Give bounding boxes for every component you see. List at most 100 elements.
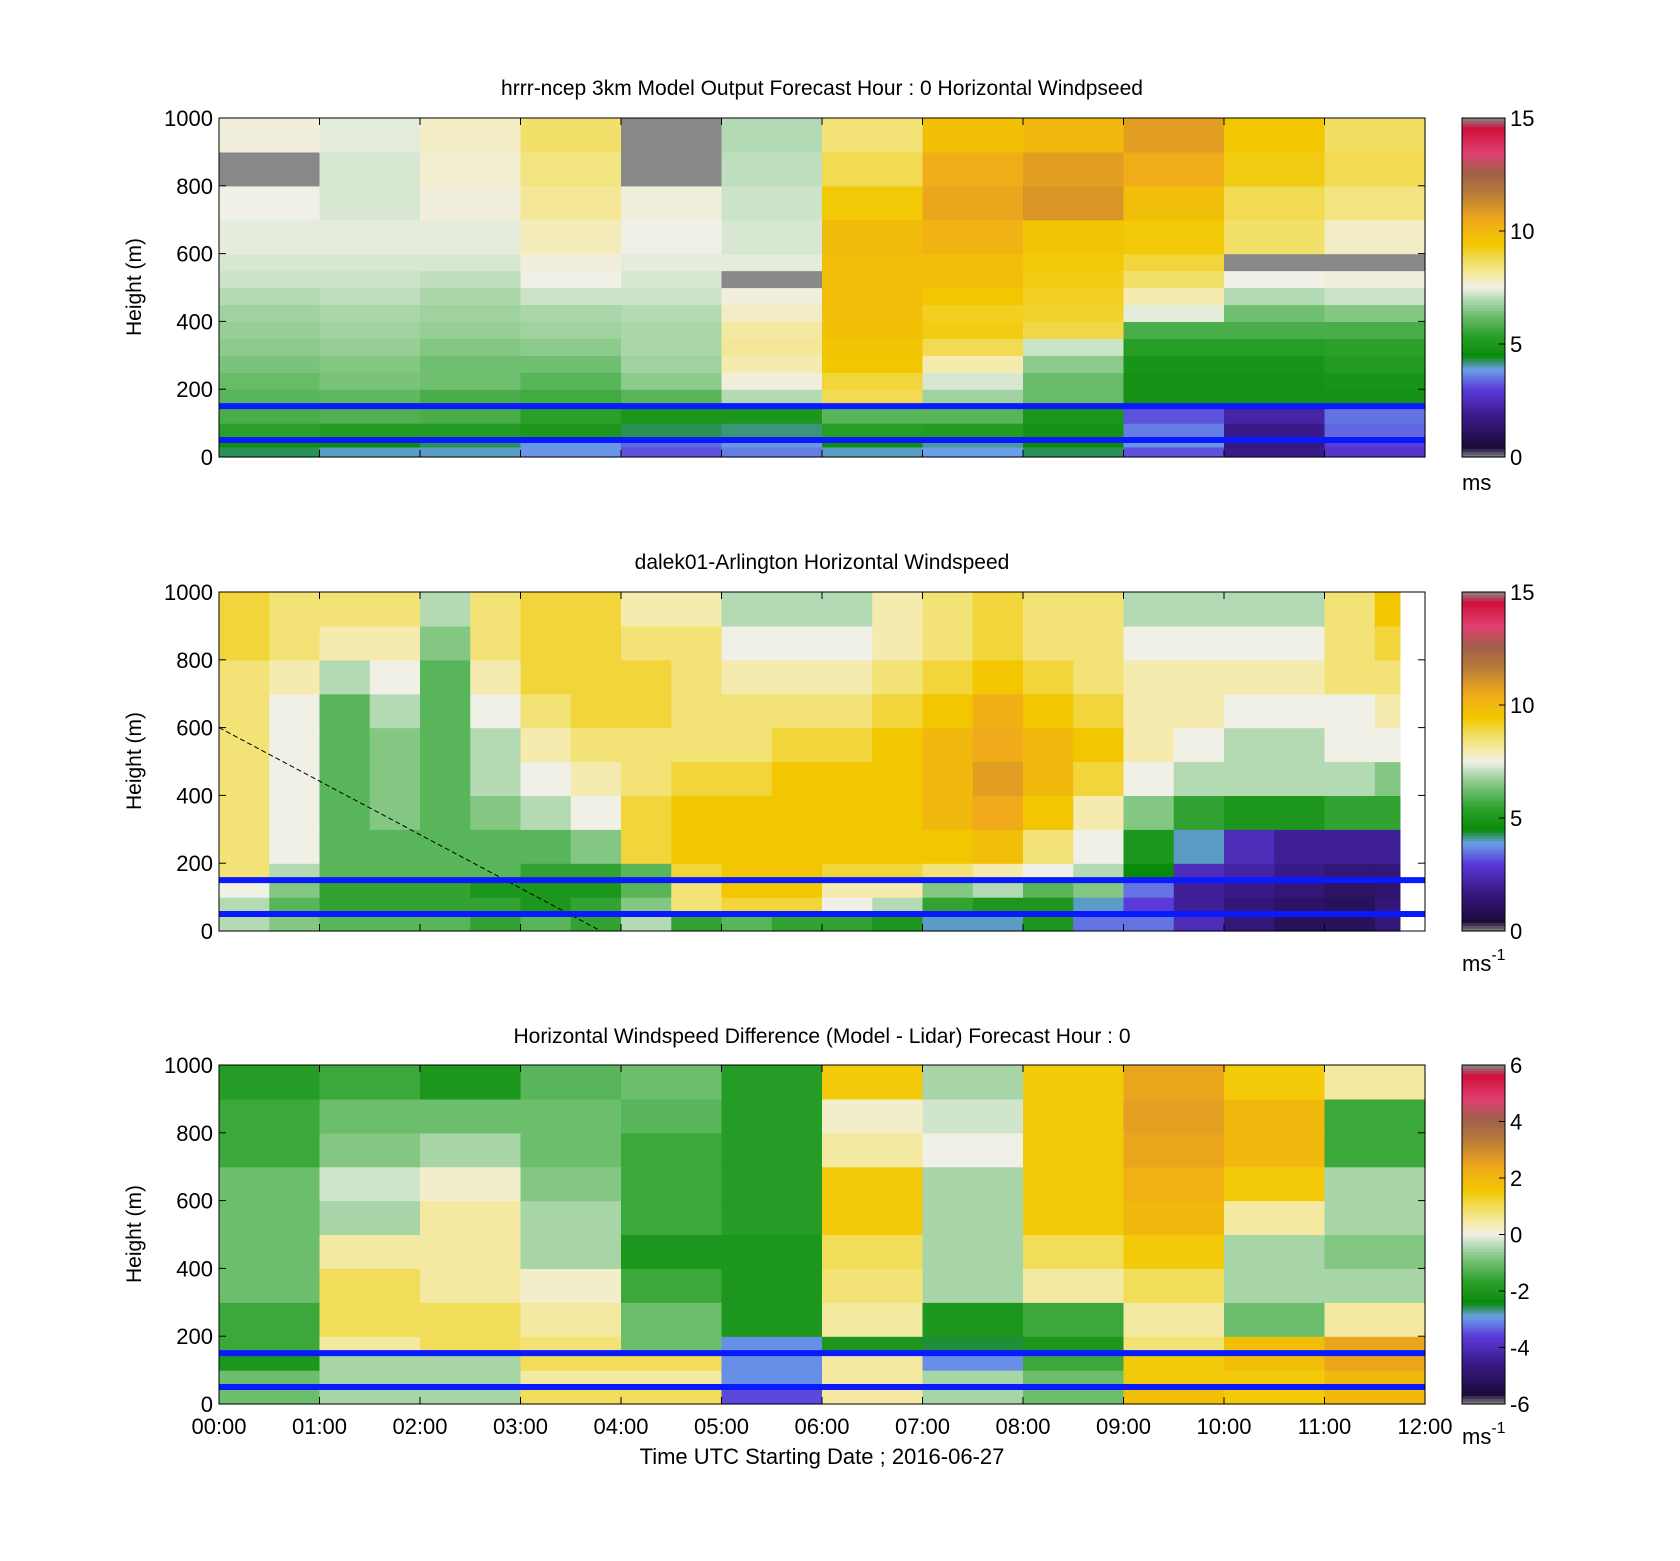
panel-model-yticks: 0 200 400 600 800 1000 [164,106,1425,470]
colorbar-band [1462,902,1505,907]
heatmap-cell [420,389,522,407]
colorbar-band [1462,397,1505,402]
colorbar-band [1462,905,1505,909]
heatmap-cell [1324,185,1426,221]
colorbar-unit-exponent: -1 [1491,947,1505,964]
heatmap-cell [319,355,421,373]
heatmap-cell [319,1200,421,1236]
heatmap-cell [1123,1302,1225,1337]
heatmap-cell [721,625,773,661]
colorbar-band [1462,1384,1505,1388]
colorbar-band [1462,1073,1505,1077]
heatmap-cell [1274,625,1326,661]
heatmap-cell [771,693,823,729]
heatmap-cell [1123,727,1175,763]
heatmap-cell [922,151,1024,187]
panel-lidar-reference-lines [219,877,1425,918]
colorbar-band [1462,1276,1505,1281]
heatmap-cell [872,914,924,932]
colorbar-band [1462,775,1505,780]
x-tick-label: 06:00 [794,1414,849,1439]
heatmap-cell [621,1353,723,1371]
heatmap-cell [1023,1200,1125,1236]
colorbar-band [1462,713,1505,717]
colorbar-band [1462,307,1505,311]
colorbar-band [1462,1361,1505,1366]
heatmap-cell [972,592,1024,627]
heatmap-cell [570,829,622,864]
heatmap-cell [319,423,421,438]
y-tick-label: 200 [176,851,213,876]
heatmap-cell [319,151,421,187]
heatmap-cell [922,1336,1024,1354]
heatmap-cell [219,423,321,438]
heatmap-cell [721,1166,823,1202]
colorbar-band [1462,451,1505,455]
colorbar-band [1462,154,1505,159]
heatmap-cell [922,1065,1024,1100]
heatmap-cell [319,880,371,898]
colorbar-band [1462,1214,1505,1219]
panel-lidar-yticks: 0 200 400 600 800 1000 [164,580,1425,944]
heatmap-cell [1324,693,1376,729]
colorbar-band [1462,640,1505,644]
heatmap-cell [822,659,873,695]
heatmap-cell [319,625,371,661]
colorbar-band [1462,1211,1505,1216]
colorbar-band [1462,1076,1505,1080]
colorbar-band [1462,1172,1505,1176]
colorbar-band [1462,349,1505,354]
heatmap-cell [1224,1370,1326,1388]
heatmap-cell [520,1132,622,1168]
heatmap-cell [520,625,572,661]
colorbar-band [1462,1189,1505,1193]
heatmap-cell [219,1370,321,1388]
colorbar-band [1462,885,1505,890]
heatmap-cell [822,321,924,339]
heatmap-cell [922,659,974,695]
colorbar-band [1462,301,1505,306]
heatmap-cell [1374,829,1401,864]
colorbar-band [1462,631,1505,635]
heatmap-cell [1324,1065,1426,1100]
colorbar-band [1462,744,1505,748]
colorbar-unit-label: ms-1 [1462,1420,1506,1449]
heatmap-cell [1023,1370,1125,1388]
colorbar-band [1462,1350,1505,1354]
heatmap-cell [621,1387,723,1405]
colorbar-band [1462,383,1505,387]
heatmap-cell [1023,1234,1125,1269]
colorbar-band [1462,1228,1505,1233]
colorbar-band [1462,171,1505,176]
heatmap-cell [1374,795,1401,830]
colorbar-band [1462,736,1505,740]
heatmap-cell [1224,1268,1326,1303]
heatmap-cell [319,1166,421,1202]
heatmap-cell [922,446,1024,458]
colorbar-band [1462,1336,1505,1340]
heatmap-cell [420,829,471,864]
heatmap-cell [721,270,823,289]
heatmap-cell [520,321,622,339]
colorbar-band [1462,685,1505,689]
colorbar-band [1462,891,1505,895]
colorbar-band [1462,386,1505,390]
colorbar-band [1462,806,1505,811]
heatmap-cell [621,321,723,339]
heatmap-cell [369,914,421,932]
y-tick-label: 1000 [164,106,213,131]
dashed-reference-line [218,727,602,932]
colorbar-tick-label: -2 [1510,1279,1530,1304]
heatmap-cell [1374,592,1401,627]
colorbar-band [1462,253,1505,258]
heatmap-cell [922,1234,1024,1269]
heatmap-cell [922,863,974,881]
heatmap-cell [1324,338,1426,356]
colorbar-band [1462,222,1505,226]
heatmap-cell [470,897,522,915]
heatmap-cell [822,1166,924,1202]
colorbar-band [1462,197,1505,201]
colorbar-band [1462,625,1505,630]
colorbar-band [1462,143,1505,147]
heatmap-cell [721,1098,823,1134]
